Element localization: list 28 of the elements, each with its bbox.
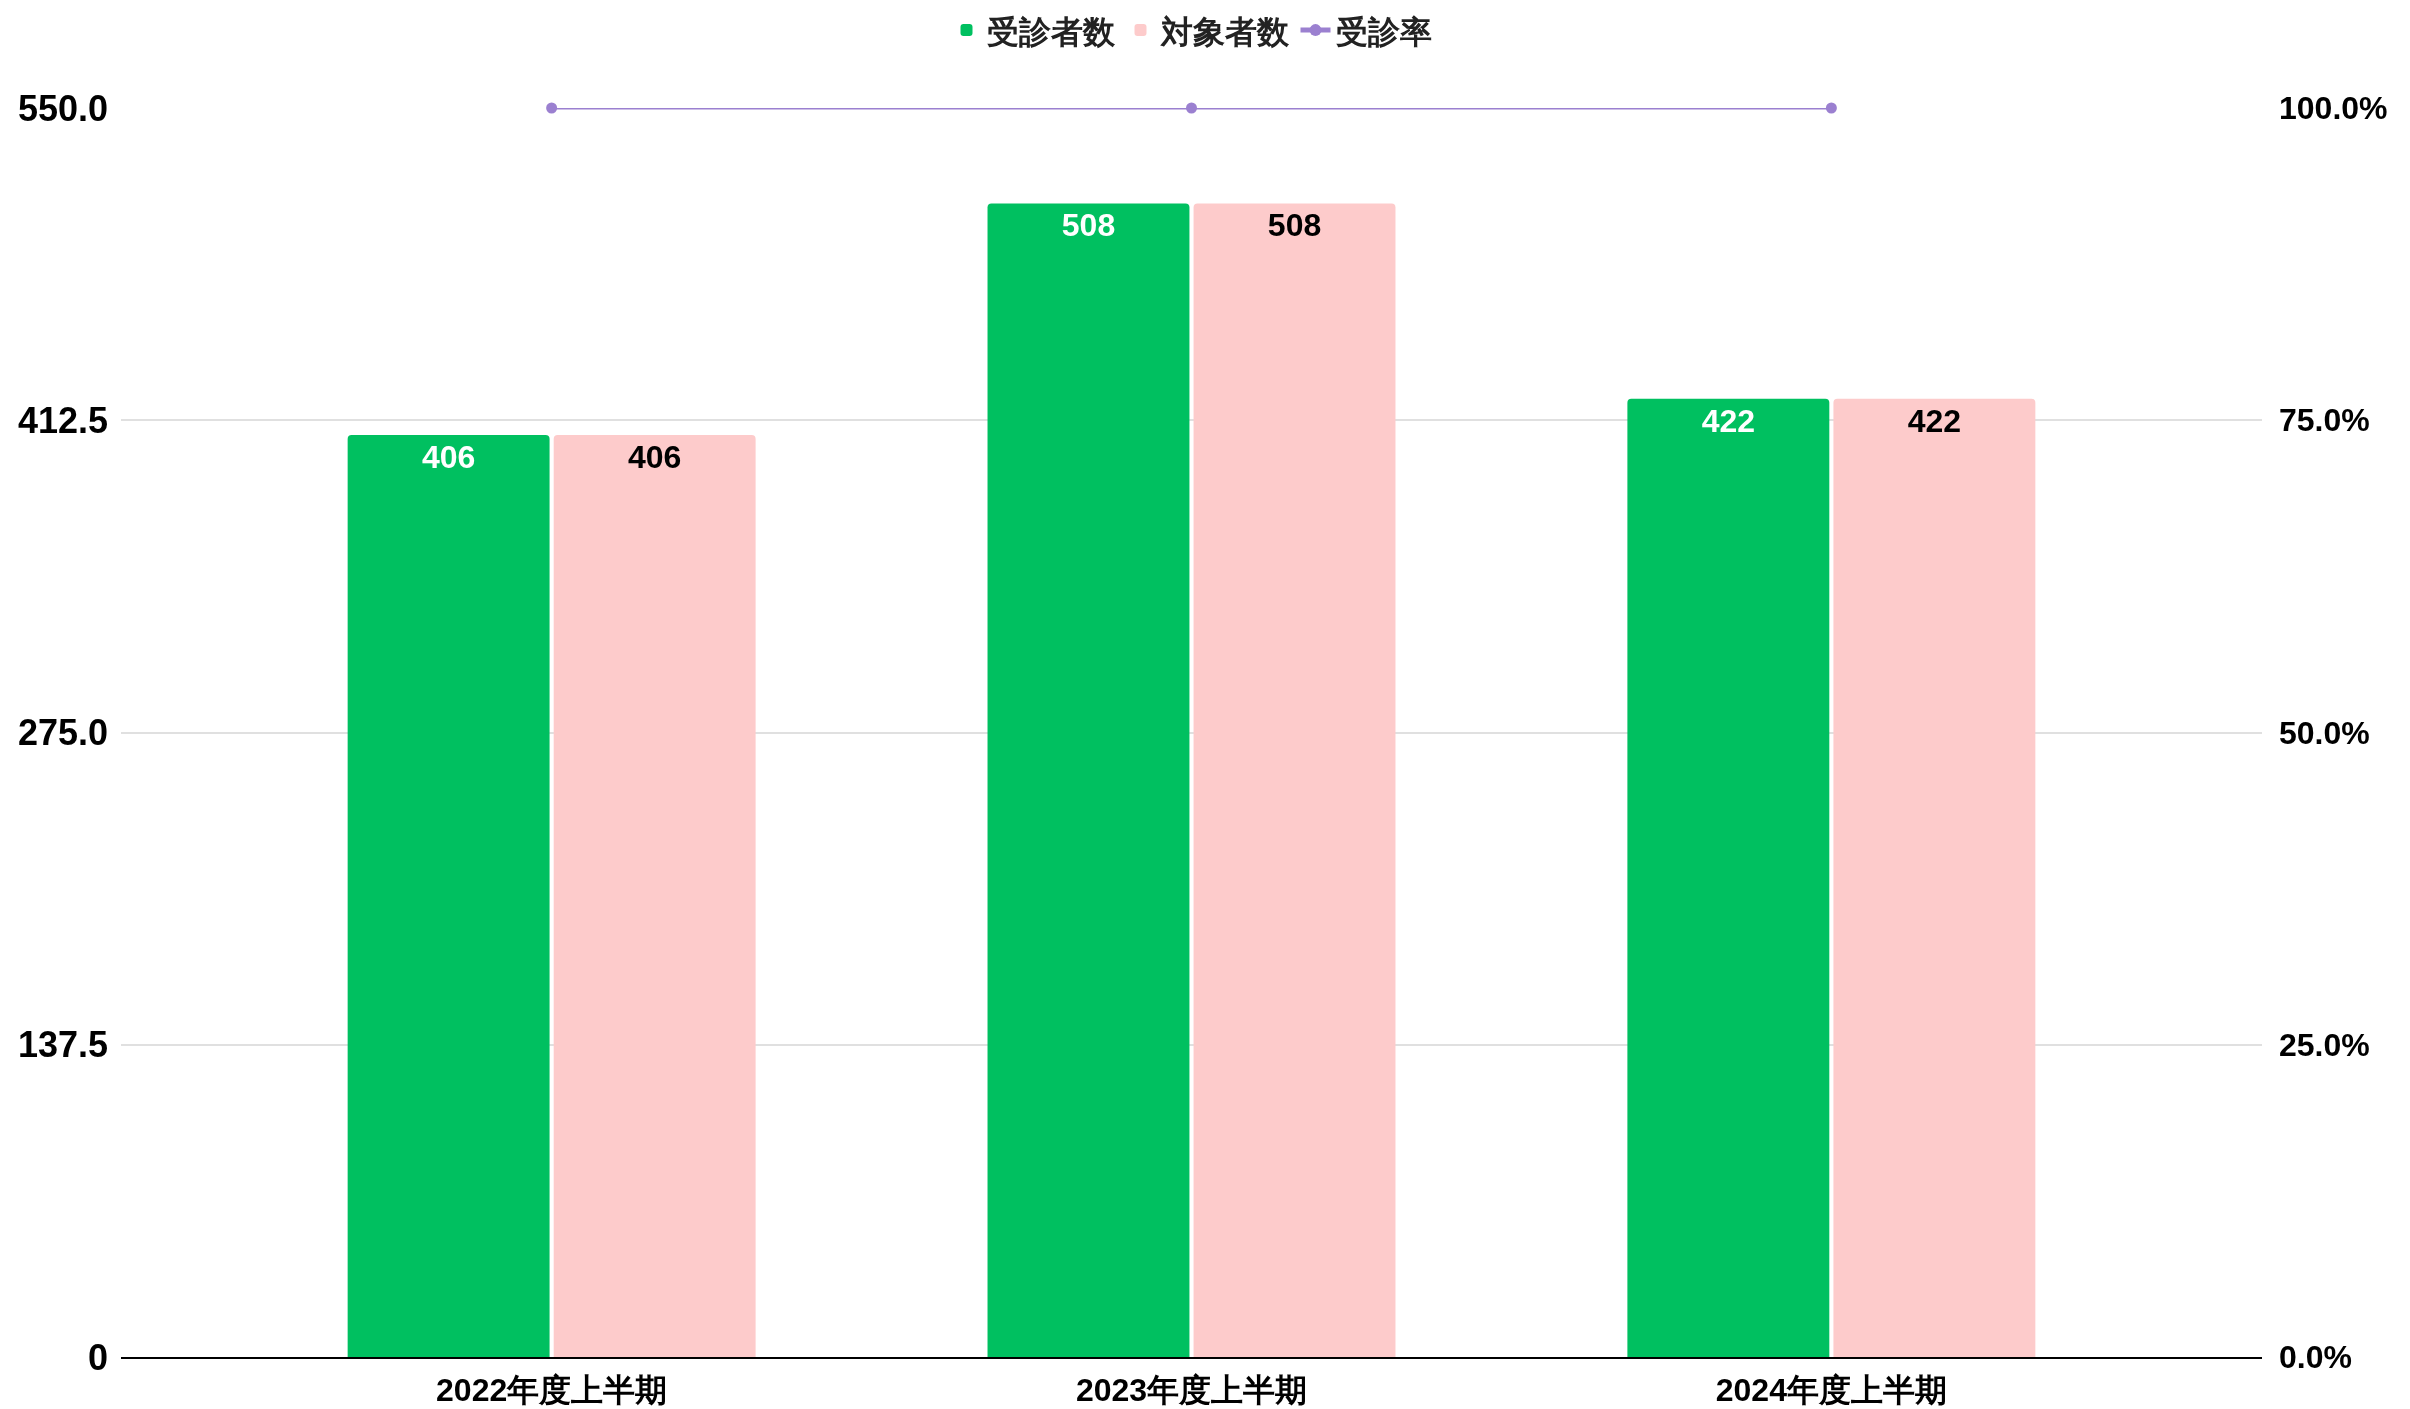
legend-label: 対象者数: [1159, 13, 1290, 50]
x-tick-label: 2024年度上半期: [1715, 1372, 1947, 1409]
data-label: 406: [627, 439, 682, 476]
data-label: 422: [1907, 402, 1962, 439]
x-tick-label: 2022年度上半期: [436, 1372, 668, 1409]
bar: [987, 203, 1190, 1357]
y2-tick-label: 0.0%: [2279, 1339, 2352, 1376]
bar: [1193, 203, 1396, 1357]
legend-label: 受診者数: [986, 13, 1116, 50]
data-label: 508: [1267, 207, 1322, 244]
bar: [347, 435, 550, 1357]
data-label: 422: [1701, 402, 1756, 439]
y2-tick-label: 100.0%: [2279, 90, 2388, 127]
y-tick-label: 550.0: [17, 87, 108, 129]
y-tick-label: 412.5: [17, 399, 108, 441]
y-tick-label: 275.0: [17, 712, 108, 754]
y-tick-label: 137.5: [17, 1024, 108, 1066]
bar: [1627, 398, 1830, 1357]
x-tick-label: 2023年度上半期: [1075, 1372, 1308, 1409]
y-tick-label: 0: [87, 1336, 108, 1378]
y2-tick-label: 75.0%: [2279, 402, 2370, 439]
bar: [553, 435, 756, 1357]
data-label: 406: [421, 439, 476, 476]
data-label: 508: [1061, 207, 1116, 244]
y2-tick-label: 25.0%: [2279, 1026, 2370, 1063]
legend-label: 受診率: [1335, 13, 1432, 50]
bar: [1833, 398, 2036, 1357]
y2-tick-label: 50.0%: [2279, 714, 2370, 751]
